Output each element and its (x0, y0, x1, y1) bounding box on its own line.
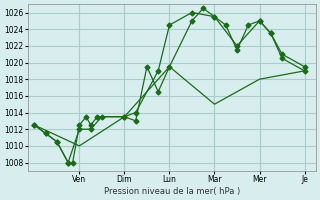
X-axis label: Pression niveau de la mer( hPa ): Pression niveau de la mer( hPa ) (104, 187, 240, 196)
